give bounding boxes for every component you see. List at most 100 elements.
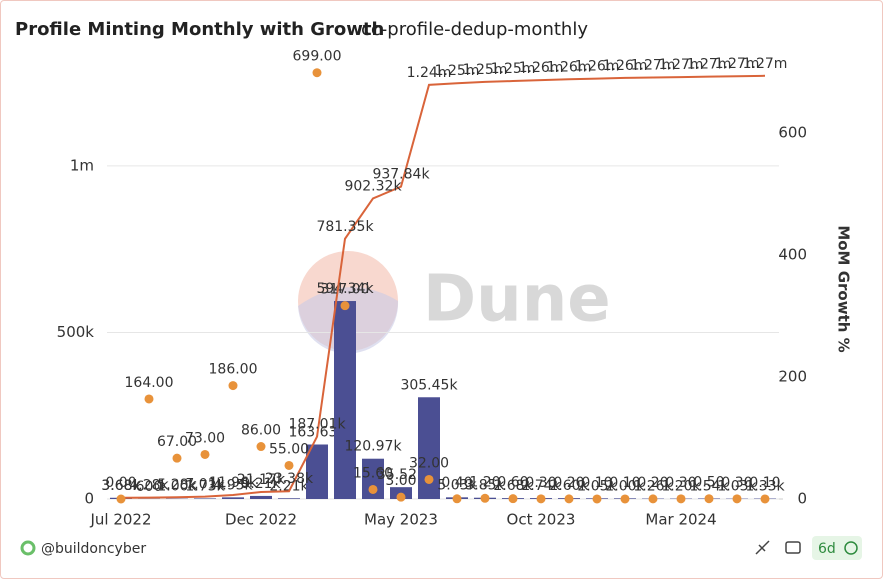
- bar: [334, 301, 356, 499]
- dot-label: 1.20: [469, 474, 500, 490]
- bar-label: 305.45k: [400, 377, 458, 393]
- bar: [194, 498, 216, 499]
- growth-dot: [452, 494, 462, 504]
- y2-tick-label: 0: [797, 490, 807, 508]
- bar: [278, 498, 300, 499]
- camera-icon[interactable]: [785, 541, 801, 554]
- dot-label: 0.10: [581, 475, 612, 491]
- y-tick-label: 1m: [70, 156, 94, 174]
- growth-dot: [340, 301, 350, 311]
- cumulative-line: [120, 74, 766, 499]
- dot-label: 73.00: [185, 430, 225, 446]
- line-label: 1.26m: [603, 58, 648, 74]
- dot-label: 0.10: [609, 475, 640, 491]
- chart-title: Profile Minting Monthly with Growth: [15, 19, 384, 40]
- dot-label: 0.20: [637, 475, 668, 491]
- growth-dot: [256, 442, 266, 452]
- bar-label: 2.00k: [605, 478, 645, 494]
- line-label: 1.27m: [631, 57, 676, 73]
- bar: [250, 495, 272, 499]
- growth-dot: [480, 493, 490, 503]
- bar-label: 1.20k: [661, 479, 701, 495]
- dot-label: 0.60: [497, 475, 528, 491]
- line-label: 1.26m: [575, 59, 620, 75]
- dot-label: 32.00: [409, 455, 449, 471]
- x-tick-label: Jul 2022: [89, 511, 151, 529]
- growth-dot: [676, 494, 686, 504]
- edit-icon[interactable]: [755, 540, 770, 555]
- bar: [306, 444, 328, 499]
- x-tick-label: Oct 2023: [507, 511, 576, 529]
- line-label: 937.84k: [372, 167, 430, 183]
- line-label: 1.26m: [519, 60, 564, 76]
- dot-label: 0.10: [749, 475, 780, 491]
- y2-tick-label: 400: [778, 246, 807, 264]
- bar-label: 2.74k: [521, 478, 561, 494]
- line-label: 1.27m: [687, 57, 732, 73]
- growth-dot: [172, 453, 182, 463]
- growth-dot: [284, 460, 294, 470]
- dot-label: 0.30: [665, 475, 696, 491]
- dot-label: 0.20: [553, 475, 584, 491]
- bar-label: 3.85k: [465, 478, 505, 494]
- dot-label: 0.30: [721, 475, 752, 491]
- check-icon: [844, 541, 858, 555]
- bar-label: 3.68k: [101, 478, 141, 494]
- line-label: 1.25m: [435, 63, 480, 79]
- x-tick-label: Mar 2024: [645, 511, 716, 529]
- bar-label: 9.21k: [241, 476, 281, 492]
- bar-label: 2.05k: [577, 478, 617, 494]
- watermark: Dune: [423, 263, 611, 337]
- dot-label: 86.00: [241, 423, 281, 439]
- bar: [222, 497, 244, 499]
- growth-dot: [732, 494, 742, 504]
- growth-dot: [200, 449, 210, 459]
- bar-label: 1.54k: [689, 478, 729, 494]
- bar-label: 1.73k: [185, 478, 225, 494]
- bar-label: 2.68k: [493, 478, 533, 494]
- line-label: 5.28k: [157, 477, 197, 493]
- bar-label: 1.03k: [717, 479, 757, 495]
- line-label: 23.38k: [265, 471, 314, 487]
- y2-tick-label: 600: [778, 124, 807, 142]
- bar-label: 594.34k: [316, 281, 374, 297]
- bar-label: 1.26k: [633, 479, 673, 495]
- y-tick-label: 0: [84, 490, 94, 508]
- line-label: 1.26m: [547, 59, 592, 75]
- growth-dot: [760, 494, 770, 504]
- author[interactable]: @buildoncyber: [41, 541, 146, 557]
- line-label: 1.27m: [743, 56, 788, 72]
- dot-label: 0.00: [105, 475, 136, 491]
- y2-tick-label: 200: [778, 368, 807, 386]
- line-label: 1.27m: [715, 56, 760, 72]
- growth-dot: [116, 494, 126, 504]
- dot-label: 164.00: [125, 375, 174, 391]
- dot-label: 0.30: [525, 475, 556, 491]
- age: 6d: [818, 541, 836, 557]
- bar: [418, 397, 440, 499]
- bar-label: 1.00k: [157, 479, 197, 495]
- bar-label: 4.95k: [213, 477, 253, 493]
- dot-label: 0.50: [693, 475, 724, 491]
- line-label: 3.68k: [101, 478, 141, 494]
- growth-dot: [228, 381, 238, 391]
- bar-label: 5.03k: [437, 477, 477, 493]
- bar-label: 2.60k: [549, 478, 589, 494]
- bar: [362, 458, 384, 499]
- dot-label: 317.00: [321, 282, 370, 298]
- line-label: 21.17k: [237, 472, 286, 488]
- growth-dot: [396, 492, 406, 502]
- x-tick-label: Dec 2022: [225, 511, 297, 529]
- growth-dot: [648, 494, 658, 504]
- line-label: 7.01k: [185, 477, 225, 493]
- line-label: 1.24m: [407, 65, 452, 81]
- dot-label: 15.60: [353, 465, 393, 481]
- line-label: 1.25m: [463, 62, 508, 78]
- line-label: 11.96k: [209, 475, 258, 491]
- chart-subtitle: cc-profile-dedup-monthly: [361, 19, 588, 40]
- author-icon: [20, 540, 36, 556]
- line-label: 781.35k: [316, 219, 374, 235]
- line-label: 4.28k: [129, 478, 169, 494]
- growth-dot: [368, 484, 378, 494]
